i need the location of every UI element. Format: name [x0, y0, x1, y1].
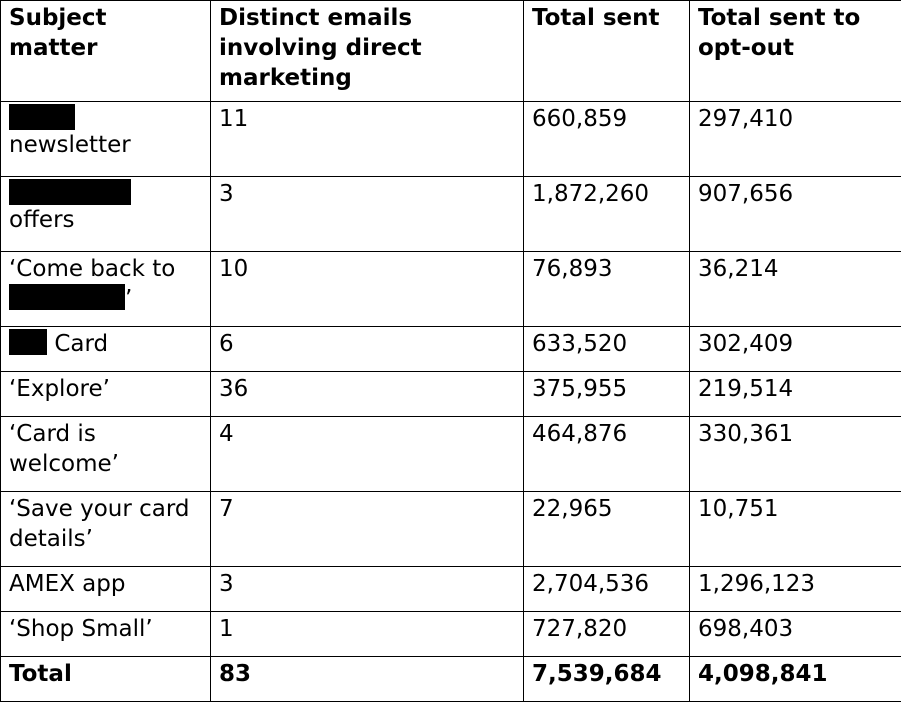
subject-cell: AMEX app [1, 567, 211, 612]
table-row: ‘Shop Small’ 1 727,820 698,403 [1, 612, 901, 657]
optout-cell: 330,361 [690, 417, 901, 492]
header-total-sent: Total sent [524, 1, 690, 102]
sent-cell: 76,893 [524, 252, 690, 327]
table-row: ‘Come back to ’ 10 76,893 36,214 [1, 252, 901, 327]
emails-cell: 4 [211, 417, 524, 492]
subject-cell: ‘Card is welcome’ [1, 417, 211, 492]
subject-cell: offers [1, 177, 211, 252]
subject-text: offers [9, 207, 75, 233]
emails-cell: 1 [211, 612, 524, 657]
subject-text: ‘Come back to [9, 254, 202, 284]
optout-cell: 10,751 [690, 492, 901, 567]
optout-cell: 219,514 [690, 372, 901, 417]
sent-cell: 2,704,536 [524, 567, 690, 612]
header-subject-matter: Subject matter [1, 1, 211, 102]
sent-cell: 375,955 [524, 372, 690, 417]
subject-cell: ‘Come back to ’ [1, 252, 211, 327]
total-sent: 7,539,684 [524, 657, 690, 702]
table-row: ‘Explore’ 36 375,955 219,514 [1, 372, 901, 417]
subject-cell: ‘Explore’ [1, 372, 211, 417]
optout-cell: 297,410 [690, 102, 901, 177]
sent-cell: 464,876 [524, 417, 690, 492]
table-row: AMEX app 3 2,704,536 1,296,123 [1, 567, 901, 612]
subject-text: Card [54, 331, 108, 357]
optout-cell: 302,409 [690, 327, 901, 372]
table-row: newsletter 11 660,859 297,410 [1, 102, 901, 177]
subject-cell: newsletter [1, 102, 211, 177]
emails-cell: 7 [211, 492, 524, 567]
table-row: Card 6 633,520 302,409 [1, 327, 901, 372]
table-row: offers 3 1,872,260 907,656 [1, 177, 901, 252]
emails-cell: 10 [211, 252, 524, 327]
optout-cell: 1,296,123 [690, 567, 901, 612]
total-row: Total 83 7,539,684 4,098,841 [1, 657, 901, 702]
table-row: ‘Card is welcome’ 4 464,876 330,361 [1, 417, 901, 492]
optout-cell: 907,656 [690, 177, 901, 252]
emails-cell: 3 [211, 567, 524, 612]
redaction-block [9, 179, 131, 205]
emails-cell: 36 [211, 372, 524, 417]
sent-cell: 22,965 [524, 492, 690, 567]
emails-cell: 3 [211, 177, 524, 252]
subject-cell: ‘Shop Small’ [1, 612, 211, 657]
sent-cell: 727,820 [524, 612, 690, 657]
optout-cell: 36,214 [690, 252, 901, 327]
emails-cell: 6 [211, 327, 524, 372]
subject-cell: ‘Save your card details’ [1, 492, 211, 567]
redaction-block [9, 284, 125, 310]
header-row: Subject matter Distinct emails involving… [1, 1, 901, 102]
header-total-sent-opt-out: Total sent to opt-out [690, 1, 901, 102]
subject-text-suffix: ’ [125, 286, 132, 312]
subject-cell: Card [1, 327, 211, 372]
optout-cell: 698,403 [690, 612, 901, 657]
total-optout: 4,098,841 [690, 657, 901, 702]
total-label: Total [1, 657, 211, 702]
table-row: ‘Save your card details’ 7 22,965 10,751 [1, 492, 901, 567]
redaction-block [9, 104, 75, 130]
redaction-block [9, 329, 47, 355]
header-distinct-emails: Distinct emails involving direct marketi… [211, 1, 524, 102]
sent-cell: 633,520 [524, 327, 690, 372]
sent-cell: 1,872,260 [524, 177, 690, 252]
sent-cell: 660,859 [524, 102, 690, 177]
emails-cell: 11 [211, 102, 524, 177]
subject-text: newsletter [9, 132, 131, 158]
total-emails: 83 [211, 657, 524, 702]
